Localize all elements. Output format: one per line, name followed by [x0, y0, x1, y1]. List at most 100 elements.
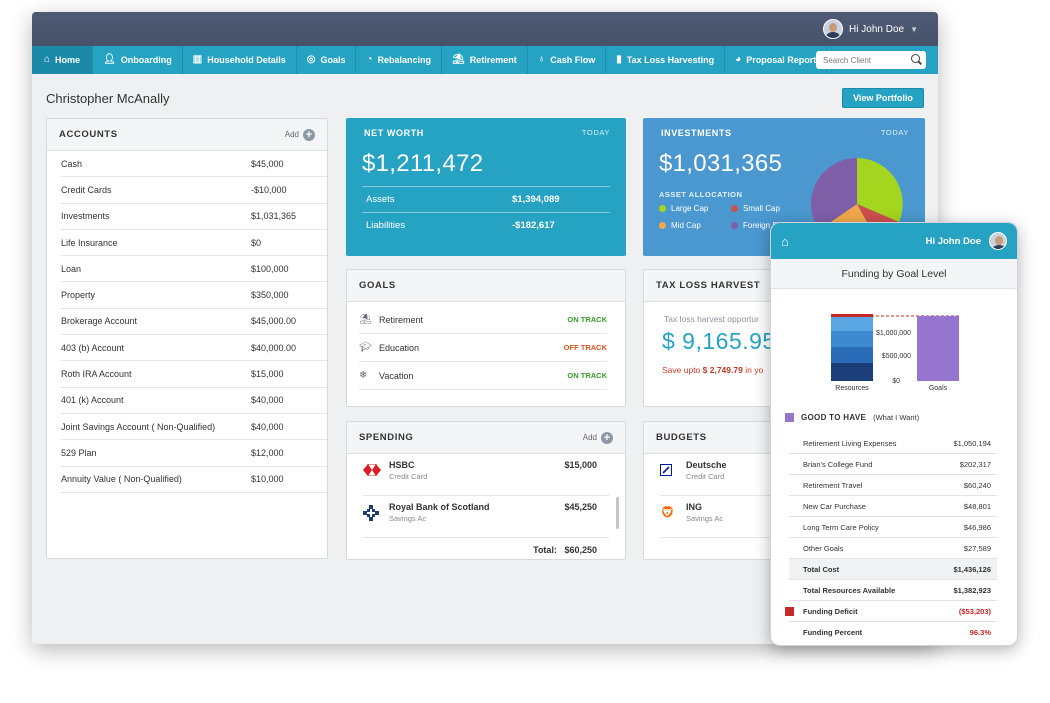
assets-value: $1,394,089	[512, 194, 560, 205]
account-row[interactable]: Credit Cards -$10,000	[61, 177, 327, 204]
goal-name: New Car Purchase	[803, 501, 866, 511]
funding-percent-row: Funding Percent 96.3%	[803, 628, 991, 637]
account-row[interactable]: Joint Savings Account ( Non-Qualified) $4…	[61, 414, 327, 441]
y-tick-label: $1,000,000	[876, 330, 911, 337]
nav-onboarding[interactable]: 👤︎ Onboarding	[93, 46, 183, 74]
account-value: $40,000.00	[251, 342, 297, 353]
goal-row-education[interactable]: 🎓︎ Education OFF TRACK	[359, 334, 607, 362]
total-resources-row: Total Resources Available $1,382,923	[789, 580, 997, 601]
add-spending-button[interactable]: Add +	[582, 431, 613, 444]
add-label: Add	[582, 433, 597, 442]
nav-retirement[interactable]: ⛱︎ Retirement	[442, 46, 528, 74]
liabilities-label: Liabilities	[366, 220, 406, 231]
funding-goal-row: Long Term Care Policy $46,986	[789, 517, 997, 538]
ing-lion-icon: 🦁︎	[660, 505, 676, 519]
account-row[interactable]: 401 (k) Account $40,000	[61, 388, 327, 414]
account-label: 529 Plan	[61, 447, 97, 458]
spending-value: $45,250	[564, 502, 597, 512]
goal-row-retirement[interactable]: ⛱︎ Retirement ON TRACK	[359, 306, 607, 334]
deutsche-logo-icon	[660, 460, 686, 481]
nav-label: Onboarding	[120, 55, 172, 65]
account-value: $100,000	[251, 263, 289, 274]
account-row[interactable]: 529 Plan $12,000	[61, 440, 327, 467]
funding-chart: $1,000,000 $500,000 $0 Resources Goals	[831, 314, 959, 392]
account-value: $1,031,365	[251, 211, 297, 222]
nav-tax-loss-harvesting[interactable]: ▮ Tax Loss Harvesting	[606, 46, 726, 74]
nav-home[interactable]: ⌂ Home	[32, 46, 94, 74]
goal-name: Brian's College Fund	[803, 459, 873, 469]
nav-label: Proposal Report	[746, 55, 817, 65]
avatar	[823, 19, 844, 39]
hsbc-logo-icon	[363, 460, 389, 481]
card-title: INVESTMENTS	[661, 128, 732, 138]
goal-name: Retirement Travel	[803, 480, 863, 490]
account-row[interactable]: Brokerage Account $45,000.00	[61, 309, 327, 336]
search-icon[interactable]	[911, 54, 920, 63]
bank-name: Deutsche	[686, 460, 727, 470]
deficit-swatch	[785, 606, 794, 616]
user-greeting: Hi John Doe	[849, 23, 905, 35]
nav-label: Tax Loss Harvesting	[626, 55, 715, 65]
pie-slice-large-cap	[857, 158, 903, 222]
bank-name: HSBC	[389, 460, 415, 470]
liabilities-value: -$182,617	[512, 220, 555, 231]
beach-icon: ⛱︎	[452, 54, 465, 65]
account-row[interactable]: Annuity Value ( Non-Qualified) $10,000	[61, 467, 327, 493]
goals-card: GOALS ⛱︎ Retirement ON TRACK 🎓︎ Educatio…	[346, 269, 626, 407]
goal-amount: $46,986	[963, 522, 991, 532]
goal-row-vacation[interactable]: ❄︎ Vacation ON TRACK	[359, 362, 607, 390]
user-greeting: Hi John Doe	[925, 235, 981, 247]
legend-large-cap: Large Cap	[659, 204, 731, 213]
status-badge: ON TRACK	[567, 371, 607, 380]
account-row[interactable]: Life Insurance $0	[61, 230, 327, 257]
nav-rebalancing[interactable]: ◔ Rebalancing	[356, 46, 443, 74]
account-value: $0	[251, 237, 262, 248]
account-label: Cash	[61, 158, 83, 169]
account-row[interactable]: Roth IRA Account $15,000	[61, 361, 327, 388]
goal-amount: $27,589	[963, 543, 991, 553]
goal-label: Education	[379, 342, 420, 353]
account-row[interactable]: Loan $100,000	[61, 256, 327, 283]
goal-label: Retirement	[379, 314, 424, 325]
pie-slice-foreign-dev	[811, 157, 857, 230]
legend-swatch	[785, 413, 794, 422]
nav-goals[interactable]: ◎ Goals	[297, 46, 357, 74]
home-icon[interactable]: ⌂	[781, 233, 789, 249]
y-tick-label: $500,000	[882, 353, 911, 360]
status-badge: OFF TRACK	[563, 343, 607, 352]
card-title: NET WORTH	[364, 128, 424, 138]
funding-goal-row: Brian's College Fund $202,317	[789, 454, 997, 475]
spending-row-rbs[interactable]: Royal Bank of Scotland Savings Ac $45,25…	[363, 496, 609, 538]
view-portfolio-button[interactable]: View Portfolio	[842, 88, 924, 108]
nav-proposal-report[interactable]: ◕ Proposal Report	[725, 46, 828, 74]
goal-amount: $202,317	[959, 459, 991, 469]
nav-label: Goals	[320, 55, 346, 65]
user-menu[interactable]: Hi John Doe ▼	[823, 19, 918, 39]
account-label: Life Insurance	[61, 237, 118, 248]
account-row[interactable]: Property $350,000	[61, 282, 327, 309]
avatar[interactable]	[989, 232, 1007, 250]
building-icon: ▥	[192, 54, 203, 65]
search-input[interactable]: Search Client	[816, 51, 926, 69]
account-row[interactable]: Cash $45,000	[61, 151, 327, 178]
nav-household-details[interactable]: ▥ Household Details	[183, 46, 297, 74]
good-to-have-heading: GOOD TO HAVE (What I Want)	[785, 413, 919, 422]
account-label: Investments	[61, 211, 110, 222]
account-label: Brokerage Account	[61, 316, 138, 327]
scrollbar[interactable]	[616, 497, 619, 529]
target-icon: ◎	[306, 54, 316, 65]
goal-label: Vacation	[379, 370, 414, 381]
rebalance-icon: ◔	[366, 54, 373, 65]
account-row[interactable]: 403 (b) Account $40,000.00	[61, 335, 327, 362]
funding-title: Funding by Goal Level	[771, 259, 1017, 289]
account-row[interactable]: Investments $1,031,365	[61, 204, 327, 230]
funding-goal-row: Other Goals $27,589	[789, 538, 997, 559]
nav-cash-flow[interactable]: ♁ Cash Flow	[528, 46, 607, 74]
spending-row-hsbc[interactable]: HSBC Credit Card $15,000	[363, 454, 609, 496]
goal-amount: $60,240	[963, 480, 991, 490]
nav-label: Cash Flow	[550, 55, 596, 65]
funding-table: Retirement Living Expenses $1,050,194 Bria…	[785, 433, 997, 643]
resources-bar-segment-2	[831, 347, 873, 363]
beach-icon: ⛱︎	[359, 314, 372, 325]
add-account-button[interactable]: Add +	[285, 128, 315, 141]
